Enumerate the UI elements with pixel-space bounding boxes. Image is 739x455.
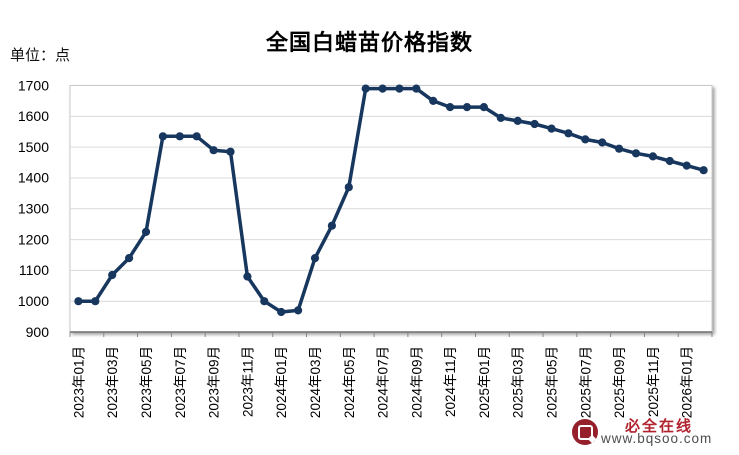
svg-text:2024年09月: 2024年09月: [409, 346, 424, 418]
bq-logo-icon: [572, 419, 598, 445]
svg-text:2025年09月: 2025年09月: [612, 346, 627, 418]
svg-text:2023年03月: 2023年03月: [105, 346, 120, 418]
watermark-url-text: www.bqsoo.com: [601, 431, 713, 446]
svg-text:2025年03月: 2025年03月: [511, 346, 526, 418]
svg-text:2023年11月: 2023年11月: [240, 346, 255, 417]
svg-text:2024年07月: 2024年07月: [376, 346, 391, 418]
price-index-series-markers: [74, 84, 708, 317]
x-axis: [69, 331, 713, 337]
svg-text:1200: 1200: [18, 231, 49, 247]
svg-text:2025年11月: 2025年11月: [646, 346, 661, 417]
svg-text:2023年05月: 2023年05月: [139, 346, 154, 418]
svg-text:1300: 1300: [18, 201, 49, 217]
svg-text:1100: 1100: [19, 262, 49, 278]
svg-text:2023年07月: 2023年07月: [173, 346, 188, 418]
gridlines: [70, 115, 712, 302]
svg-text:2025年01月: 2025年01月: [477, 346, 492, 418]
svg-text:1700: 1700: [18, 77, 49, 93]
svg-text:900: 900: [26, 324, 50, 340]
y-axis-labels: 900 1000 1100 1200 1300 1400 1500 1600 1700: [18, 77, 50, 340]
svg-text:1000: 1000: [18, 293, 49, 309]
y-axis-unit-label: 单位：点: [10, 47, 71, 64]
chart-title: 全国白蜡苗价格指数: [265, 30, 473, 55]
svg-text:1600: 1600: [18, 108, 49, 124]
watermark-brand-text: 必全在线: [625, 418, 694, 435]
svg-text:2025年07月: 2025年07月: [578, 346, 593, 418]
svg-text:2024年05月: 2024年05月: [342, 346, 357, 418]
svg-text:2024年01月: 2024年01月: [274, 346, 289, 418]
svg-text:2026年01月: 2026年01月: [680, 346, 695, 418]
x-axis-labels: 2023年01月 2023年03月 2023年05月 2023年07月 2023年09月…: [71, 346, 694, 418]
svg-text:2024年11月: 2024年11月: [443, 346, 458, 417]
svg-text:1500: 1500: [18, 139, 49, 155]
svg-text:2024年03月: 2024年03月: [308, 346, 323, 418]
svg-text:1400: 1400: [18, 170, 49, 186]
svg-text:2023年09月: 2023年09月: [207, 346, 222, 418]
watermark: 必全在线 www.bqsoo.com: [570, 415, 739, 453]
svg-text:2023年01月: 2023年01月: [71, 346, 86, 418]
svg-text:2025年05月: 2025年05月: [545, 346, 560, 418]
